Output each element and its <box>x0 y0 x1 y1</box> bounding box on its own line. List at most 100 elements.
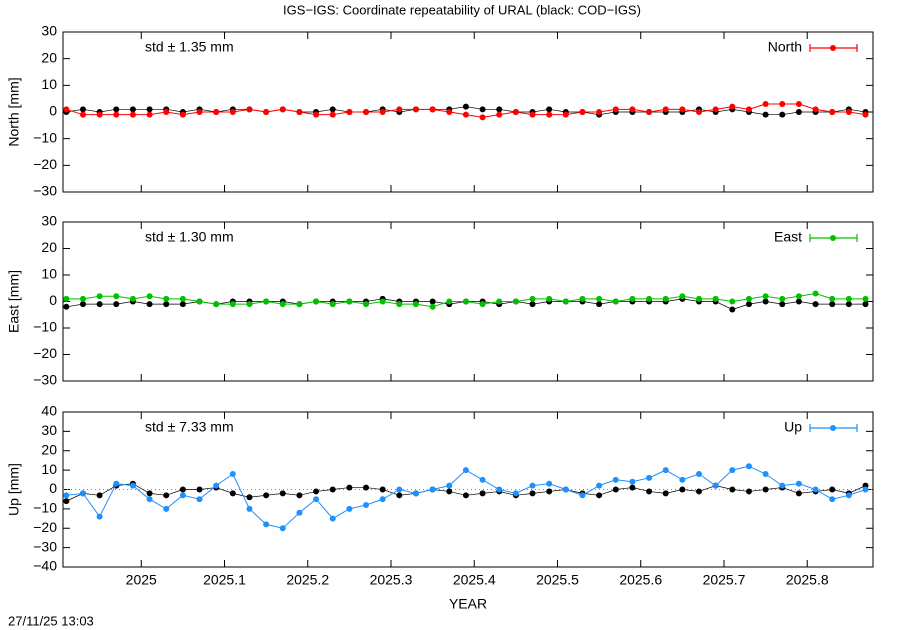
data-point <box>163 505 170 512</box>
data-point <box>579 109 586 115</box>
data-point <box>113 293 120 300</box>
data-point <box>462 103 469 110</box>
data-point <box>762 471 769 477</box>
data-point <box>679 486 686 493</box>
data-point <box>363 484 370 491</box>
data-point <box>229 471 236 477</box>
data-point <box>512 490 519 497</box>
y-tick-label: 30 <box>41 422 57 438</box>
data-point <box>129 106 136 113</box>
legend-label: East <box>774 229 802 245</box>
data-point <box>179 295 186 302</box>
data-point <box>529 482 536 489</box>
data-point <box>496 106 503 113</box>
data-point <box>696 488 703 495</box>
data-point <box>346 109 353 115</box>
data-point <box>462 111 469 118</box>
data-point <box>729 298 736 305</box>
data-point <box>346 298 353 305</box>
y-tick-label: 0 <box>49 103 57 119</box>
data-point <box>279 490 286 497</box>
data-point <box>63 303 70 310</box>
data-point <box>496 111 503 118</box>
data-point <box>229 109 236 115</box>
data-point <box>629 478 636 485</box>
data-point <box>596 301 603 308</box>
data-point <box>812 106 819 113</box>
data-point <box>79 295 86 302</box>
data-point <box>229 490 236 497</box>
data-point <box>612 486 619 493</box>
y-tick-label: 30 <box>41 213 57 229</box>
data-point <box>396 301 403 308</box>
y-tick-label: −30 <box>33 183 57 199</box>
annotation: std ± 1.35 mm <box>145 39 234 55</box>
x-tick-label: 2025.2 <box>286 572 329 588</box>
data-point <box>546 488 553 495</box>
data-point <box>429 106 436 113</box>
data-point <box>596 295 603 302</box>
legend-swatch <box>830 45 836 51</box>
legend-label: North <box>768 39 802 55</box>
data-point <box>129 111 136 118</box>
data-point <box>329 111 336 118</box>
data-point <box>79 111 86 118</box>
data-point <box>646 109 653 115</box>
data-point <box>146 293 153 300</box>
y-tick-label: −10 <box>33 500 57 516</box>
data-point <box>512 109 519 115</box>
data-point <box>646 295 653 302</box>
y-tick-label: 30 <box>41 23 57 39</box>
data-point <box>196 496 203 503</box>
data-point <box>179 486 186 493</box>
data-point <box>546 295 553 302</box>
data-point <box>379 496 386 503</box>
data-point <box>729 486 736 493</box>
y-tick-label: −30 <box>33 372 57 388</box>
data-point <box>379 109 386 115</box>
data-point <box>346 505 353 512</box>
data-point <box>313 496 320 503</box>
data-point <box>246 494 253 501</box>
data-point <box>762 298 769 305</box>
data-point <box>795 293 802 300</box>
y-tick-label: 10 <box>41 266 57 282</box>
data-point <box>712 482 719 489</box>
data-point <box>329 515 336 522</box>
data-point <box>795 109 802 115</box>
y-tick-label: 0 <box>49 292 57 308</box>
data-point <box>829 301 836 308</box>
data-point <box>829 486 836 493</box>
data-point <box>96 513 103 520</box>
data-point <box>296 109 303 115</box>
data-point <box>129 482 136 489</box>
data-point <box>196 109 203 115</box>
data-point <box>79 490 86 497</box>
x-tick-label: 2025 <box>126 572 157 588</box>
data-point <box>96 301 103 308</box>
data-point <box>512 298 519 305</box>
data-point <box>412 301 419 308</box>
data-point <box>812 290 819 297</box>
data-point <box>63 106 70 113</box>
y-tick-label: 20 <box>41 239 57 255</box>
data-point <box>296 509 303 516</box>
data-point <box>596 482 603 489</box>
data-point <box>379 486 386 493</box>
data-point <box>163 301 170 308</box>
data-point <box>612 476 619 483</box>
data-point <box>263 521 270 528</box>
data-point <box>795 101 802 107</box>
data-point <box>662 106 669 113</box>
y-axis-label: North [mm] <box>6 77 22 146</box>
data-point <box>279 106 286 113</box>
legend-label: Up <box>784 419 802 435</box>
data-point <box>745 301 752 308</box>
x-tick-label: 2025.3 <box>370 572 413 588</box>
data-point <box>446 488 453 495</box>
data-point <box>762 101 769 107</box>
data-point <box>812 486 819 493</box>
x-tick-label: 2025.4 <box>453 572 496 588</box>
data-point <box>246 301 253 308</box>
data-point <box>146 496 153 503</box>
